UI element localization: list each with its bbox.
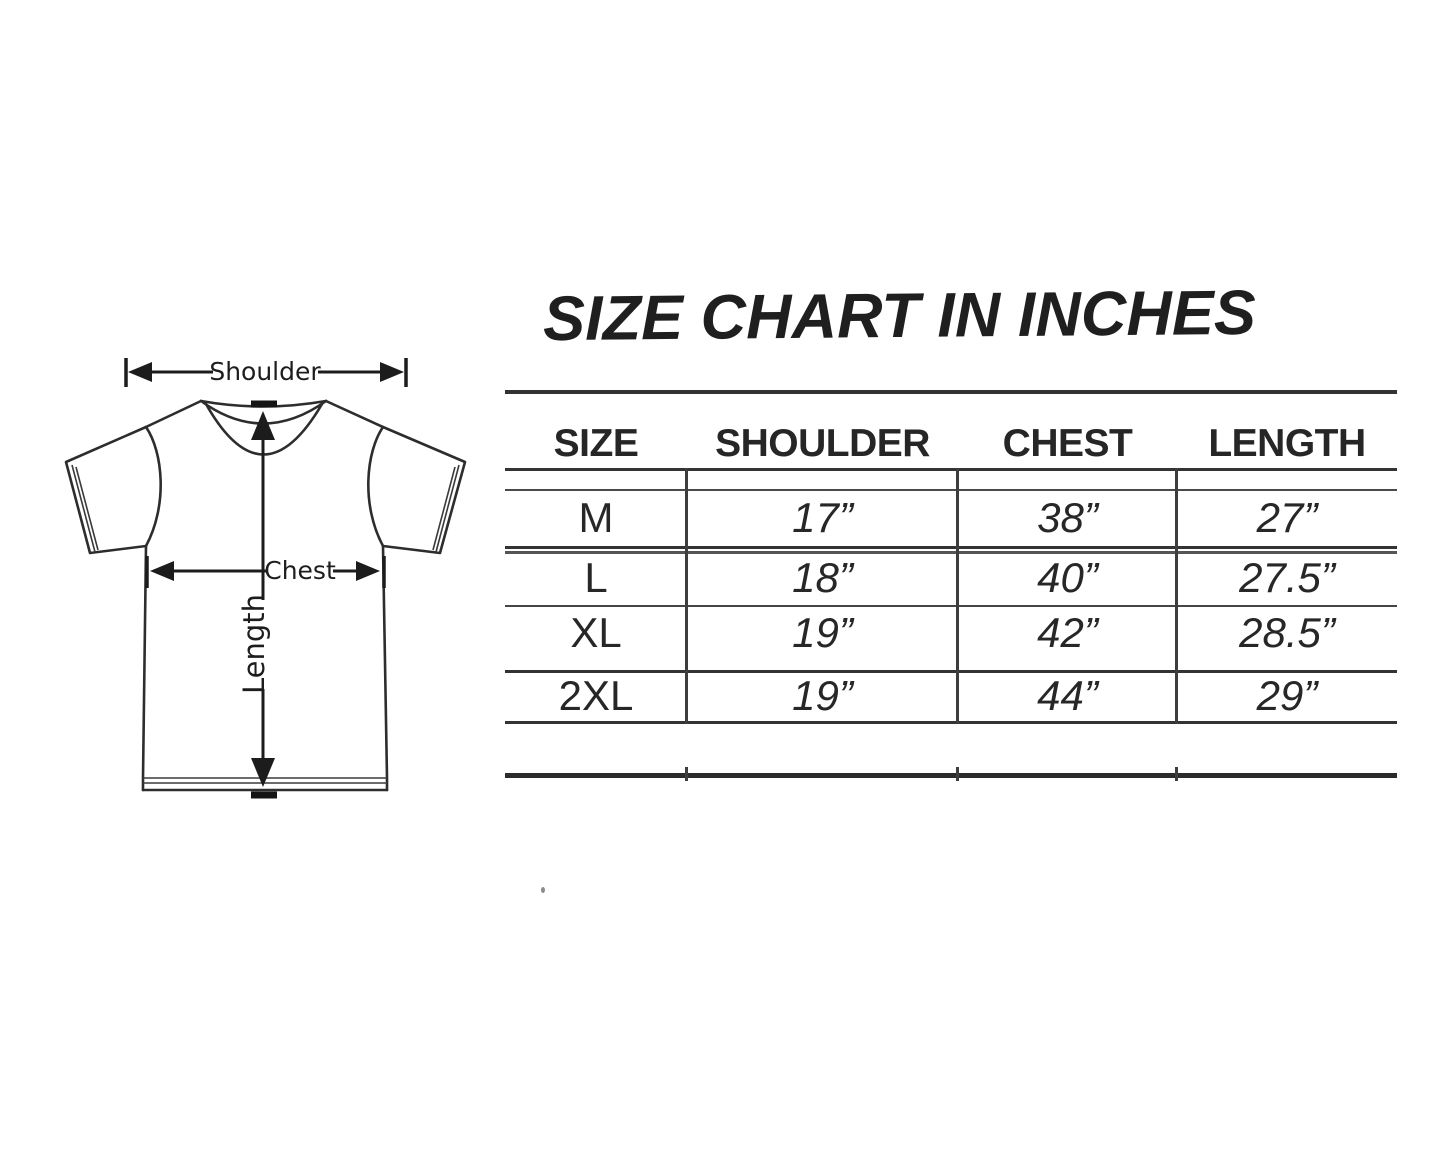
column-header-length: LENGTH bbox=[1208, 422, 1366, 465]
length-dimension-label: Length bbox=[237, 594, 271, 694]
chest-cell: 42” bbox=[1037, 609, 1098, 656]
column-header-chest: CHEST bbox=[1002, 422, 1133, 465]
shoulder-dimension-label: Shoulder bbox=[209, 357, 321, 386]
length-dimension-arrow: Length bbox=[237, 400, 277, 799]
table-top-rule bbox=[505, 390, 1397, 394]
size-cell: 2XL bbox=[558, 672, 634, 719]
length-cell: 29” bbox=[1256, 672, 1318, 719]
chest-cell: 38” bbox=[1037, 494, 1098, 541]
column-divider bbox=[685, 468, 688, 724]
shoulder-cell: 19” bbox=[792, 672, 853, 719]
artifact-dot bbox=[541, 887, 545, 893]
size-cell: XL bbox=[570, 609, 622, 656]
column-header-size: SIZE bbox=[553, 422, 639, 465]
chart-title: SIZE CHART IN INCHES bbox=[542, 277, 1257, 355]
chest-cell: 40” bbox=[1037, 554, 1098, 601]
bottom-rule-tick bbox=[956, 767, 959, 781]
table-bottom-rule bbox=[505, 773, 1397, 778]
column-divider bbox=[1175, 468, 1178, 724]
size-table: SIZE SHOULDER CHEST LENGTH M 17” 38” 27”… bbox=[505, 390, 1397, 790]
row-divider-xl bbox=[505, 670, 1397, 673]
shoulder-dimension-arrow: Shoulder bbox=[124, 357, 408, 387]
size-cell: L bbox=[584, 554, 608, 601]
header-divider-2 bbox=[505, 489, 1397, 491]
length-cell: 28.5” bbox=[1239, 609, 1335, 656]
shoulder-cell: 17” bbox=[792, 494, 853, 541]
shoulder-cell: 18” bbox=[792, 554, 853, 601]
bottom-rule-tick bbox=[1175, 767, 1178, 781]
column-divider bbox=[956, 468, 959, 724]
chest-dimension-label: Chest bbox=[264, 556, 336, 585]
row-divider-l bbox=[505, 605, 1397, 607]
tshirt-outline-icon bbox=[64, 399, 467, 792]
column-header-shoulder: SHOULDER bbox=[715, 422, 930, 465]
size-cell: M bbox=[578, 494, 614, 541]
shoulder-cell: 19” bbox=[792, 609, 853, 656]
chest-cell: 44” bbox=[1037, 672, 1098, 719]
length-cell: 27.5” bbox=[1239, 554, 1335, 601]
row-divider-m-a bbox=[505, 546, 1397, 549]
length-cell: 27” bbox=[1256, 494, 1318, 541]
bottom-rule-tick bbox=[685, 767, 688, 781]
row-divider-m-b bbox=[505, 551, 1397, 554]
row-divider-2xl bbox=[505, 721, 1397, 724]
header-divider-1 bbox=[505, 468, 1397, 471]
chest-dimension-arrow: Chest bbox=[145, 556, 386, 588]
